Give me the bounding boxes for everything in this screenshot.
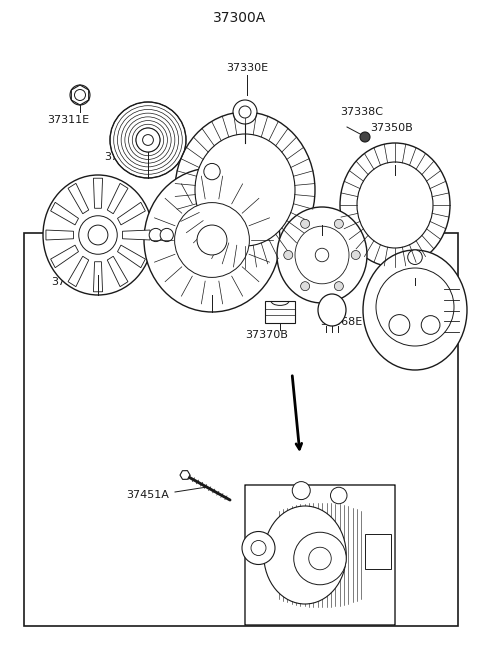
Circle shape: [421, 316, 440, 334]
Circle shape: [294, 533, 346, 585]
Circle shape: [408, 250, 422, 265]
Text: 37451A: 37451A: [127, 490, 169, 500]
Circle shape: [300, 282, 310, 291]
Circle shape: [197, 225, 227, 255]
Circle shape: [309, 547, 331, 570]
Polygon shape: [180, 471, 190, 479]
Ellipse shape: [340, 143, 450, 267]
Circle shape: [175, 202, 250, 278]
Polygon shape: [51, 202, 79, 225]
Ellipse shape: [295, 226, 349, 284]
Circle shape: [149, 229, 162, 242]
Bar: [265, 301, 295, 323]
Circle shape: [70, 85, 90, 105]
Polygon shape: [46, 230, 73, 240]
Circle shape: [143, 134, 154, 145]
Circle shape: [74, 90, 85, 100]
Polygon shape: [94, 262, 103, 291]
Text: 37340E: 37340E: [51, 277, 93, 287]
Circle shape: [300, 219, 310, 229]
Circle shape: [335, 219, 343, 229]
Text: 37338C: 37338C: [340, 107, 383, 117]
Polygon shape: [122, 230, 150, 240]
Ellipse shape: [363, 250, 467, 370]
Ellipse shape: [43, 175, 153, 295]
Circle shape: [136, 128, 160, 152]
Text: 37367B: 37367B: [328, 220, 371, 230]
Text: 37360E: 37360E: [174, 290, 216, 300]
Circle shape: [284, 250, 293, 259]
Text: 37350B: 37350B: [370, 123, 413, 133]
Polygon shape: [118, 202, 145, 225]
FancyBboxPatch shape: [245, 485, 395, 625]
Text: 37370B: 37370B: [246, 330, 288, 340]
Ellipse shape: [277, 207, 367, 303]
Circle shape: [233, 100, 257, 124]
Text: 37368E: 37368E: [320, 317, 362, 327]
Ellipse shape: [195, 134, 295, 246]
Circle shape: [110, 102, 186, 178]
Bar: [24, 233, 458, 626]
Text: 37390B: 37390B: [393, 273, 436, 283]
Circle shape: [160, 229, 173, 242]
Circle shape: [315, 248, 329, 262]
Polygon shape: [51, 245, 79, 268]
Circle shape: [331, 487, 347, 504]
Circle shape: [360, 132, 370, 142]
Ellipse shape: [264, 506, 346, 604]
Circle shape: [251, 540, 266, 555]
Ellipse shape: [376, 268, 454, 346]
Polygon shape: [68, 183, 89, 214]
Ellipse shape: [318, 294, 346, 326]
Polygon shape: [94, 178, 103, 208]
Text: 37330E: 37330E: [226, 63, 268, 73]
Circle shape: [389, 314, 410, 335]
Ellipse shape: [357, 162, 433, 248]
Circle shape: [335, 282, 343, 291]
Polygon shape: [107, 256, 128, 287]
Ellipse shape: [144, 168, 280, 312]
Text: 37300A: 37300A: [214, 11, 266, 25]
Bar: [365, 534, 391, 569]
Circle shape: [292, 481, 310, 500]
Polygon shape: [107, 183, 128, 214]
Polygon shape: [68, 256, 89, 287]
Circle shape: [88, 225, 108, 245]
Text: 37321B: 37321B: [105, 152, 147, 162]
Ellipse shape: [175, 112, 315, 268]
Polygon shape: [118, 245, 145, 268]
Circle shape: [239, 106, 251, 118]
Circle shape: [204, 164, 220, 179]
Text: 37311E: 37311E: [47, 115, 89, 125]
Circle shape: [79, 215, 117, 254]
Circle shape: [351, 250, 360, 259]
Circle shape: [242, 531, 275, 565]
